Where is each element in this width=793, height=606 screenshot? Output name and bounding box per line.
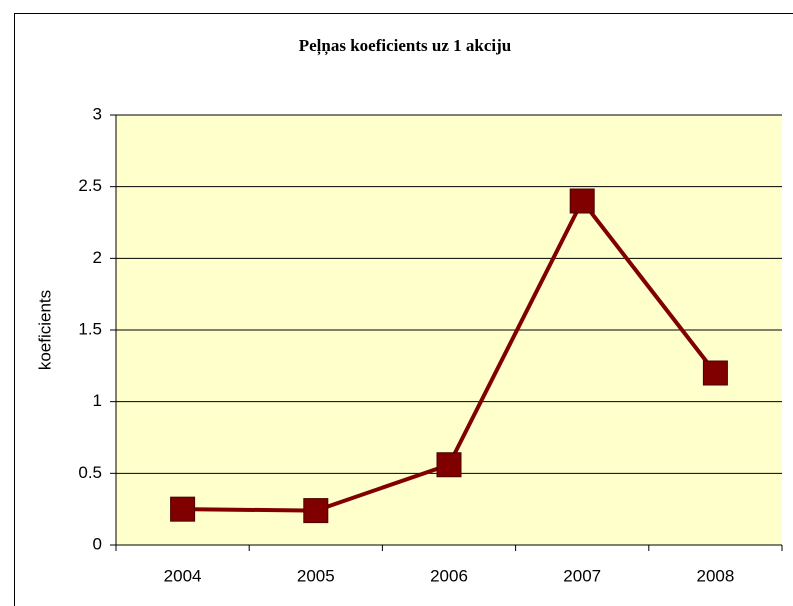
y-tick-label: 2.5 — [78, 176, 102, 195]
marker — [303, 498, 329, 524]
marker — [436, 452, 462, 478]
y-tick-label: 2 — [93, 248, 102, 267]
y-axis-label: koeficients — [35, 290, 54, 370]
y-tick-label: 0 — [93, 534, 102, 553]
y-tick-label: 1 — [93, 391, 102, 410]
x-tick-label: 2006 — [430, 566, 468, 585]
marker — [702, 360, 728, 386]
x-tick-label: 2007 — [563, 566, 601, 585]
y-tick-label: 0.5 — [78, 463, 102, 482]
x-tick-label: 2004 — [164, 566, 202, 585]
y-tick-label: 3 — [93, 104, 102, 123]
marker — [569, 188, 595, 214]
x-tick-label: 2008 — [696, 566, 734, 585]
chart-title: Peļņas koeficients uz 1 akciju — [299, 36, 512, 56]
marker — [170, 496, 196, 522]
x-tick-label: 2005 — [297, 566, 335, 585]
y-tick-label: 1.5 — [78, 319, 102, 338]
